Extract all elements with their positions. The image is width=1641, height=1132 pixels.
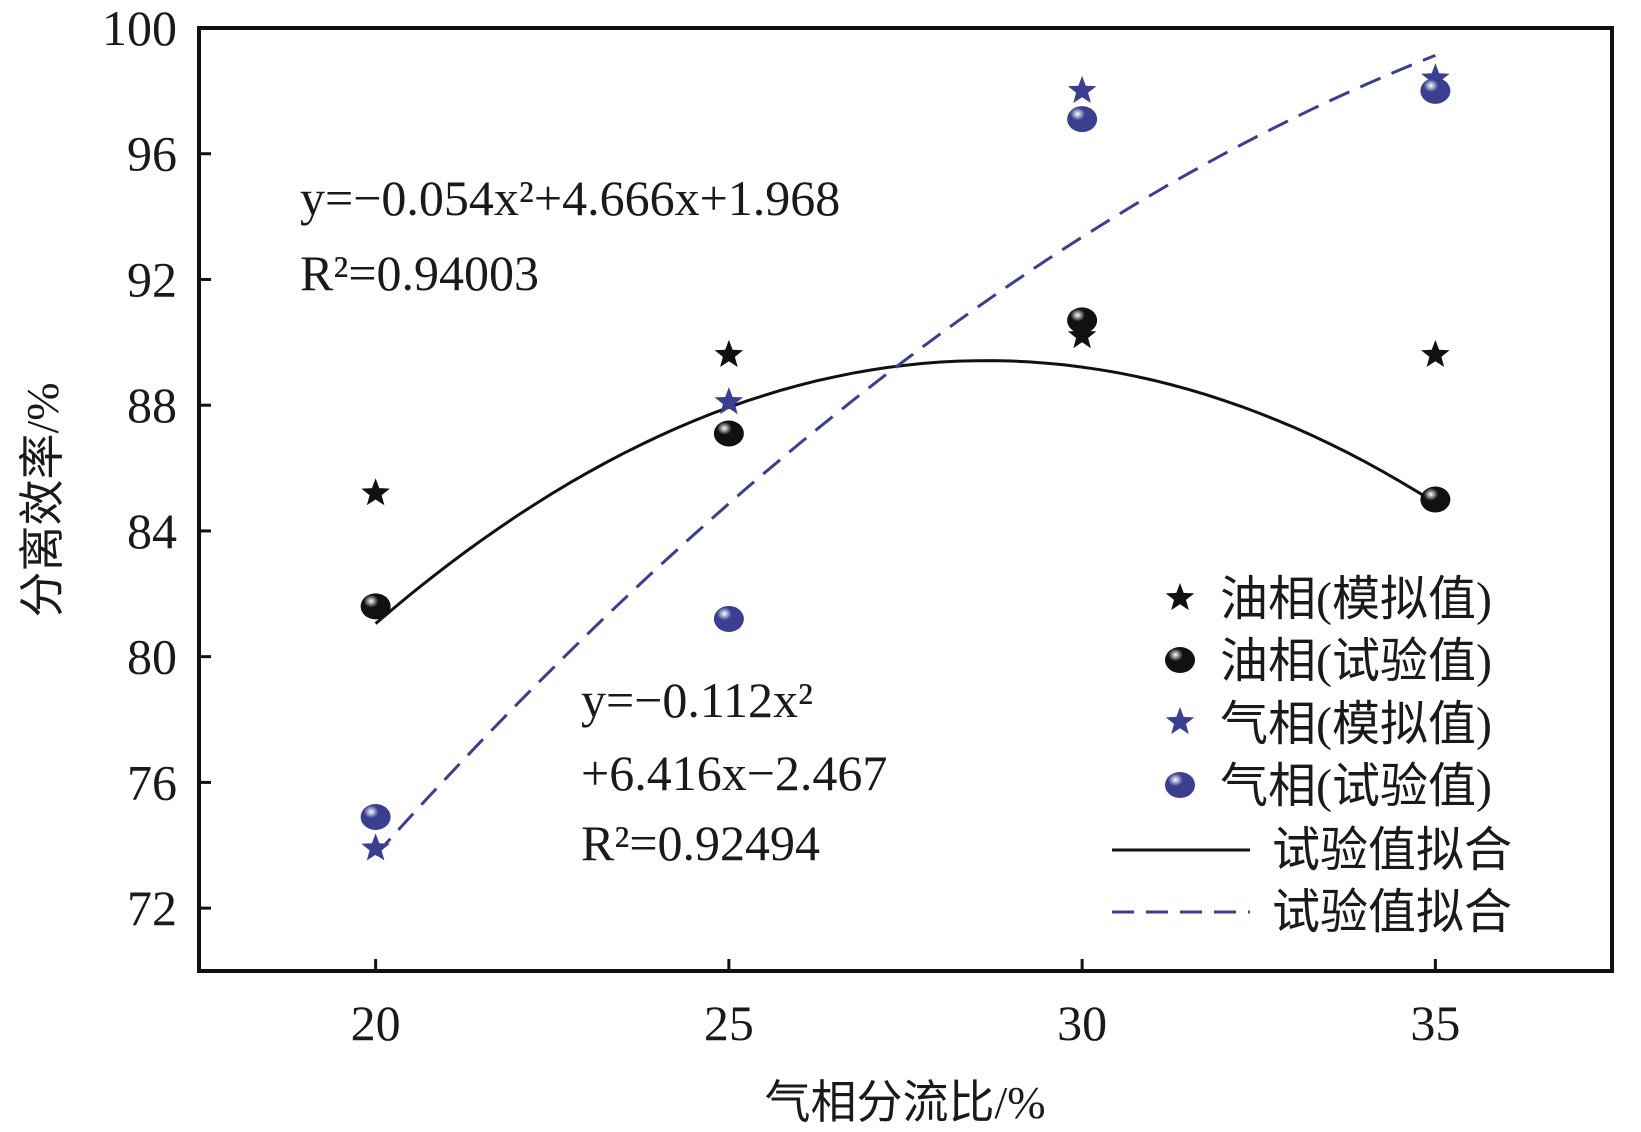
gas-fit-equation: y=−0.054x²+4.666x+1.968 xyxy=(300,170,840,226)
legend-label-gas-sim: 气相(模拟值) xyxy=(1220,698,1492,751)
x-tick-label: 30 xyxy=(1057,995,1107,1051)
oil-fit-equation-line1: y=−0.112x² xyxy=(581,672,813,728)
point-star xyxy=(361,833,390,861)
y-tick-label: 88 xyxy=(127,377,177,433)
y-tick-label: 80 xyxy=(127,629,177,685)
point-sphere xyxy=(360,803,391,830)
gas-fit-r2: R²=0.94003 xyxy=(300,245,539,301)
point-sphere xyxy=(360,593,391,620)
point-star xyxy=(361,478,390,506)
y-axis-label: 分离效率/% xyxy=(17,382,68,617)
point-sphere xyxy=(713,420,744,447)
ticks: 20 25 30 35 72 76 80 84 88 92 96 100 xyxy=(102,0,1460,1051)
y-tick-label: 76 xyxy=(127,754,177,810)
x-axis-label: 气相分流比/% xyxy=(764,1077,1045,1128)
fit-curve-dashed xyxy=(374,54,1436,857)
oil-fit-r2: R²=0.92494 xyxy=(581,815,820,871)
x-tick-label: 35 xyxy=(1410,995,1460,1051)
point-sphere xyxy=(1067,106,1098,133)
legend-label-oil-fit: 试验值拟合 xyxy=(1272,824,1512,877)
legend-marker-star xyxy=(1165,707,1195,735)
legend-label-oil-exp: 油相(试验值) xyxy=(1220,635,1492,688)
legend-marker-sphere xyxy=(1165,772,1195,798)
point-star xyxy=(714,387,744,415)
legend: 油相(模拟值) 油相(试验值) 气相(模拟值) 气相(试验值) 试验值拟合 试验… xyxy=(1112,573,1512,939)
oil-fit-equation-line2: +6.416x−2.467 xyxy=(581,745,887,801)
point-star xyxy=(714,339,744,367)
fit-curve-solid xyxy=(374,359,1437,625)
fit-curves xyxy=(374,54,1437,857)
legend-marker-star xyxy=(1165,583,1195,611)
point-sphere xyxy=(713,605,744,632)
point-star xyxy=(1067,321,1097,349)
point-sphere xyxy=(1420,77,1451,104)
legend-label-oil-sim: 油相(模拟值) xyxy=(1220,573,1492,626)
y-tick-label: 72 xyxy=(127,880,177,936)
point-sphere xyxy=(1420,486,1451,513)
y-tick-label: 84 xyxy=(127,503,177,559)
legend-marker-sphere xyxy=(1165,647,1195,673)
y-tick-label: 100 xyxy=(102,0,177,56)
plot-frame xyxy=(197,26,1614,973)
x-tick-label: 20 xyxy=(351,995,401,1051)
point-sphere xyxy=(1067,307,1098,334)
data-points xyxy=(360,63,1451,861)
legend-label-gas-fit: 试验值拟合 xyxy=(1272,886,1512,939)
point-star xyxy=(1421,63,1450,91)
x-tick-label: 25 xyxy=(704,995,754,1051)
point-star xyxy=(1067,75,1097,103)
point-star xyxy=(1421,339,1450,367)
legend-label-gas-exp: 气相(试验值) xyxy=(1220,760,1492,813)
y-tick-label: 96 xyxy=(127,126,177,182)
y-tick-label: 92 xyxy=(127,251,177,307)
